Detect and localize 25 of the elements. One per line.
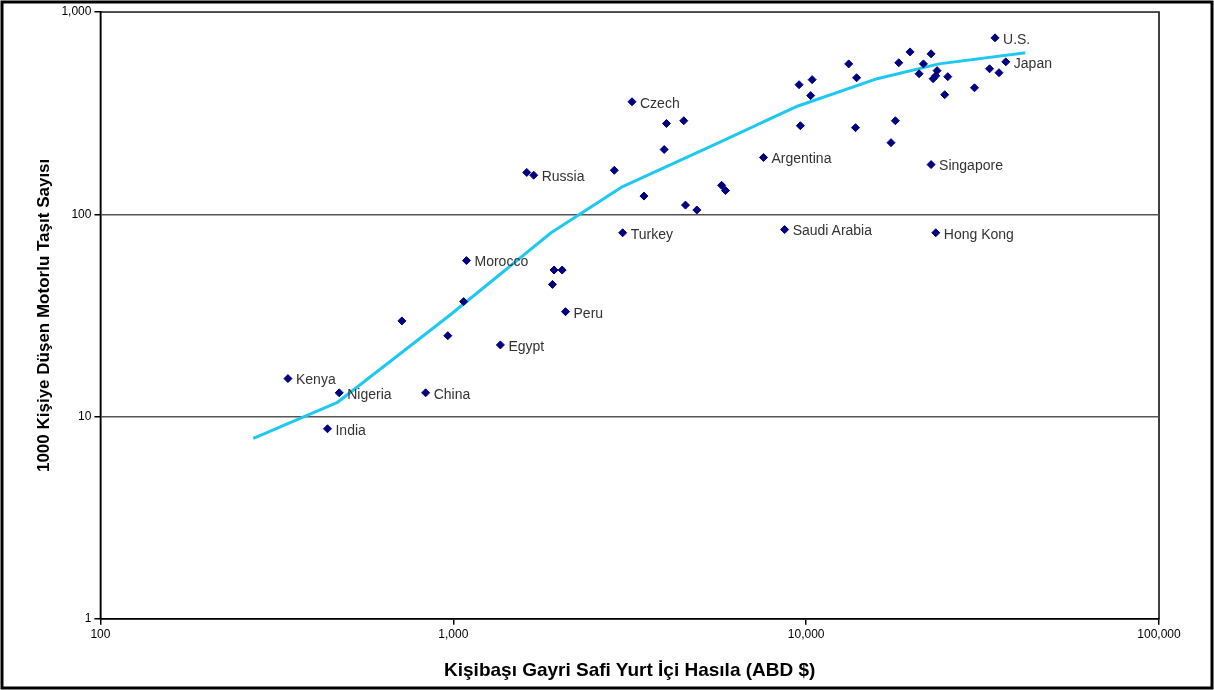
annotation: U.S.	[1003, 30, 1031, 47]
annotation: China	[433, 385, 471, 402]
x-tick-label: 10,000	[787, 627, 825, 642]
annotation: Nigeria	[347, 385, 392, 402]
annotation: Singapore	[939, 157, 1004, 174]
annotation: Peru	[573, 304, 604, 321]
annotation: Russia	[541, 168, 585, 185]
x-tick-label: 1,000	[438, 627, 469, 642]
y-tick-label: 100	[71, 206, 92, 221]
annotation: Turkey	[630, 225, 673, 242]
annotation: Argentina	[771, 150, 832, 167]
y-tick-label: 10	[78, 408, 92, 423]
annotation: Hong Kong	[943, 225, 1014, 242]
annotation: Kenya	[295, 371, 336, 388]
y-axis-title: 1000 Kişiye Düşen Motorlu Taşıt Sayısı	[33, 158, 53, 473]
x-axis-title: Kişibaşı Gayri Safi Yurt İçi Hasıla (ABD $)	[444, 658, 816, 680]
y-tick-label: 1	[84, 611, 92, 626]
annotation: Egypt	[508, 337, 545, 354]
x-tick-label: 100,000	[1137, 627, 1182, 642]
annotation: Czech	[640, 94, 680, 111]
annotation: India	[335, 421, 367, 438]
annotation: Saudi Arabia	[792, 222, 873, 239]
x-tick-label: 100	[90, 627, 111, 642]
y-tick-label: 1,000	[61, 4, 92, 19]
annotation: Japan	[1013, 54, 1052, 71]
